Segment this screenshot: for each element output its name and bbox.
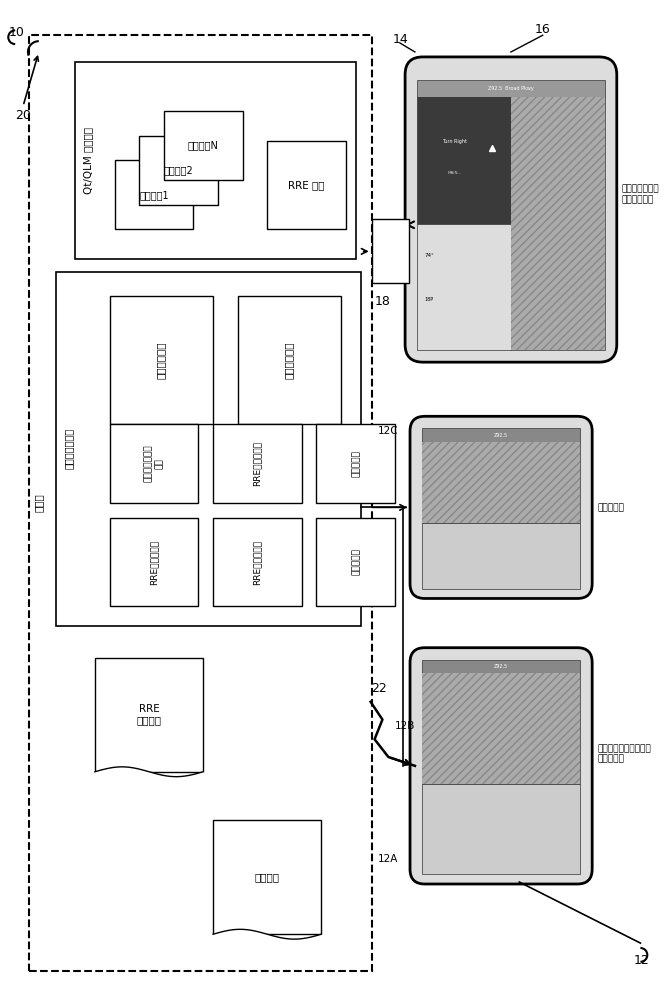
Bar xyxy=(316,424,396,503)
Text: RRE配置生成器: RRE配置生成器 xyxy=(253,540,262,585)
Text: RRE状态管理器: RRE状态管理器 xyxy=(253,441,262,486)
Text: 12A: 12A xyxy=(378,854,399,864)
Bar xyxy=(109,424,198,503)
Text: 12C: 12C xyxy=(378,426,399,436)
Bar xyxy=(422,660,580,673)
Text: RRE配置解析器: RRE配置解析器 xyxy=(149,540,159,585)
Bar xyxy=(422,428,580,442)
Text: RRE
配置文件: RRE 配置文件 xyxy=(137,704,161,725)
Bar xyxy=(511,97,605,224)
Bar xyxy=(316,518,396,606)
Bar xyxy=(109,296,213,424)
Text: Z92.5  Broad Pkwy: Z92.5 Broad Pkwy xyxy=(488,86,534,91)
Bar xyxy=(95,658,203,772)
Text: 主题管理器: 主题管理器 xyxy=(352,450,360,477)
FancyBboxPatch shape xyxy=(405,57,617,362)
Text: 远程设备显示器可以是
任何分辨率: 远程设备显示器可以是 任何分辨率 xyxy=(597,744,651,764)
Bar xyxy=(422,442,580,523)
Text: 20: 20 xyxy=(15,109,31,122)
Text: 16: 16 xyxy=(535,23,550,36)
Bar xyxy=(422,442,580,523)
Text: 应用程序界面: 应用程序界面 xyxy=(156,341,166,379)
Bar xyxy=(139,136,218,205)
Bar xyxy=(511,97,605,224)
Text: MAIN...: MAIN... xyxy=(448,171,462,175)
Text: 控制器: 控制器 xyxy=(34,494,44,512)
FancyBboxPatch shape xyxy=(410,416,592,598)
Text: 应用程序2: 应用程序2 xyxy=(164,165,193,175)
Text: 应用程序管理器
控制: 应用程序管理器 控制 xyxy=(144,445,163,482)
Bar xyxy=(372,219,409,283)
Text: 10: 10 xyxy=(8,26,24,39)
Text: Z92.5: Z92.5 xyxy=(494,664,508,669)
Bar xyxy=(417,97,511,224)
Bar xyxy=(417,80,605,97)
Text: 车辆显示器: 车辆显示器 xyxy=(597,503,624,512)
Text: 应用程序1: 应用程序1 xyxy=(139,190,169,200)
Bar xyxy=(511,224,605,350)
Bar xyxy=(115,160,193,229)
Text: 运行时规则引擎: 运行时规则引擎 xyxy=(63,428,73,469)
Bar xyxy=(267,141,346,229)
Text: RRE 界面: RRE 界面 xyxy=(288,180,325,190)
Bar xyxy=(417,224,511,350)
Text: Qt/QLM 应用程序: Qt/QLM 应用程序 xyxy=(83,127,93,194)
Bar xyxy=(213,820,321,934)
Text: 简档验证器: 简档验证器 xyxy=(352,549,360,575)
Bar xyxy=(422,784,580,874)
Bar xyxy=(422,673,580,784)
Bar xyxy=(164,111,243,180)
Text: 12B: 12B xyxy=(396,721,416,731)
Bar xyxy=(29,35,372,971)
FancyBboxPatch shape xyxy=(410,648,592,884)
Bar xyxy=(237,296,341,424)
Bar xyxy=(55,272,361,626)
Text: 18: 18 xyxy=(374,295,390,308)
Text: 74°: 74° xyxy=(425,253,434,258)
Bar xyxy=(422,523,580,589)
Text: 状态个性化器: 状态个性化器 xyxy=(284,341,294,379)
Text: 22: 22 xyxy=(371,682,386,695)
Bar xyxy=(213,518,301,606)
Text: Z92.5: Z92.5 xyxy=(494,433,508,438)
Text: Turn Right: Turn Right xyxy=(442,139,467,144)
Bar xyxy=(213,424,301,503)
Bar xyxy=(511,224,605,350)
Bar xyxy=(422,673,580,784)
Text: 面板简档: 面板简档 xyxy=(255,872,279,882)
Text: 12: 12 xyxy=(634,954,649,967)
Bar xyxy=(109,518,198,606)
Bar xyxy=(75,62,356,259)
Text: 应用程序N: 应用程序N xyxy=(188,141,219,151)
Text: 车辆显示器上的
多个应用程序: 车辆显示器上的 多个应用程序 xyxy=(622,185,660,204)
Text: 18P: 18P xyxy=(425,297,434,302)
Text: 14: 14 xyxy=(392,33,408,46)
